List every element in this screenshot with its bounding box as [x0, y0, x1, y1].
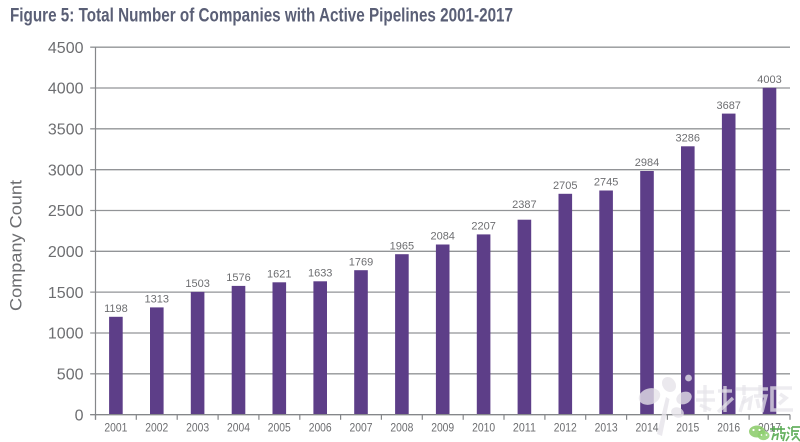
svg-text:3500: 3500	[48, 122, 84, 139]
svg-text:4500: 4500	[48, 40, 84, 57]
svg-text:Figure 5: Total Number of Comp: Figure 5: Total Number of Companies with…	[10, 6, 513, 27]
svg-text:2010: 2010	[472, 420, 495, 434]
svg-text:1965: 1965	[390, 240, 414, 252]
svg-text:1500: 1500	[48, 285, 84, 302]
svg-text:2004: 2004	[227, 420, 250, 434]
svg-text:2003: 2003	[186, 420, 209, 434]
svg-text:2705: 2705	[553, 180, 577, 192]
svg-text:4003: 4003	[757, 74, 781, 86]
svg-text:2007: 2007	[350, 420, 373, 434]
svg-text:1576: 1576	[226, 272, 250, 284]
svg-text:2000: 2000	[48, 244, 84, 261]
svg-text:3286: 3286	[676, 133, 700, 145]
svg-text:2006: 2006	[309, 420, 332, 434]
svg-text:2016: 2016	[717, 420, 740, 434]
svg-text:1503: 1503	[185, 278, 209, 290]
svg-text:2014: 2014	[636, 420, 659, 434]
svg-text:2009: 2009	[431, 420, 454, 434]
svg-text:1198: 1198	[104, 303, 128, 315]
svg-text:2002: 2002	[145, 420, 168, 434]
svg-text:2005: 2005	[268, 420, 291, 434]
svg-text:2207: 2207	[471, 221, 495, 233]
svg-text:2011: 2011	[513, 420, 536, 434]
svg-text:2984: 2984	[635, 157, 659, 169]
svg-text:2387: 2387	[512, 199, 536, 211]
svg-text:2013: 2013	[595, 420, 618, 434]
svg-text:500: 500	[57, 367, 84, 384]
svg-text:0: 0	[75, 407, 84, 424]
svg-text:2008: 2008	[390, 420, 413, 434]
svg-text:1769: 1769	[349, 256, 373, 268]
svg-text:3687: 3687	[716, 100, 740, 112]
svg-text:2001: 2001	[104, 420, 127, 434]
svg-text:2084: 2084	[430, 231, 454, 243]
svg-text:1313: 1313	[145, 294, 169, 306]
svg-text:2015: 2015	[676, 420, 699, 434]
svg-text:3000: 3000	[48, 162, 84, 179]
svg-text:1633: 1633	[308, 268, 332, 280]
svg-text:Company Count: Company Count	[7, 180, 26, 311]
svg-text:1000: 1000	[48, 326, 84, 343]
svg-text:4000: 4000	[48, 81, 84, 98]
svg-text:1621: 1621	[267, 269, 291, 281]
svg-text:2745: 2745	[594, 177, 618, 189]
svg-text:2012: 2012	[554, 420, 577, 434]
svg-text:2500: 2500	[48, 203, 84, 220]
